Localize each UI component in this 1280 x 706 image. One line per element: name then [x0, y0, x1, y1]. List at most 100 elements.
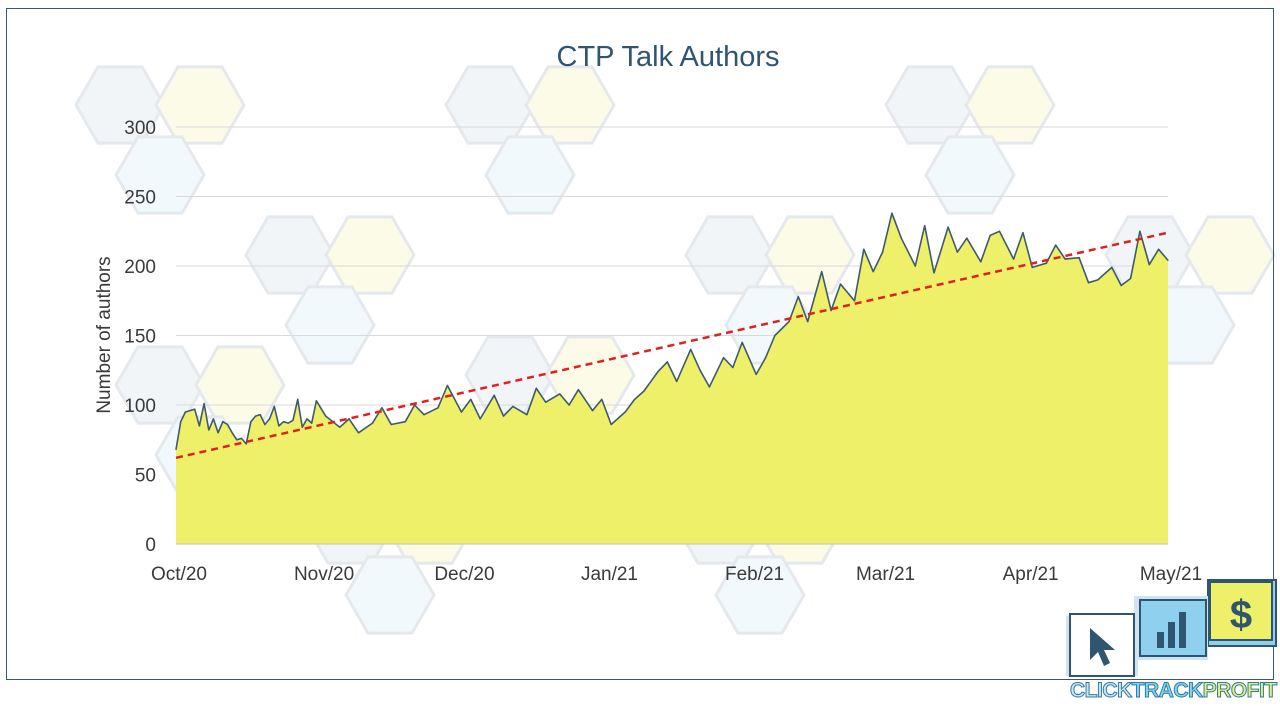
data-point — [1087, 282, 1090, 284]
data-point — [208, 429, 210, 431]
data-point — [348, 418, 350, 420]
data-point — [872, 271, 874, 273]
watermark-hexagon — [114, 135, 206, 215]
data-point — [493, 394, 495, 396]
data-point — [933, 272, 935, 274]
data-point — [956, 251, 959, 253]
x-tick-label: Mar/21 — [856, 564, 915, 585]
data-point — [545, 401, 547, 403]
data-point — [198, 425, 200, 427]
data-point — [568, 404, 570, 406]
data-point — [1167, 259, 1169, 261]
watermark-hexagon — [444, 65, 536, 145]
data-point — [947, 226, 949, 228]
data-point — [381, 407, 383, 409]
data-point — [863, 248, 865, 250]
watermark-hexagon — [524, 65, 616, 145]
y-tick-label: 50 — [135, 466, 156, 487]
data-point — [273, 405, 275, 407]
area-series — [175, 212, 1169, 544]
watermark-hexagon — [244, 215, 336, 295]
data-point — [559, 393, 561, 395]
bar-chart-icon — [1157, 612, 1186, 648]
data-point — [292, 419, 294, 421]
data-point — [989, 234, 991, 236]
trendline-series — [175, 231, 1169, 460]
data-point — [222, 421, 224, 423]
data-point — [437, 407, 439, 409]
data-point — [287, 422, 289, 424]
data-point — [708, 386, 711, 388]
y-axis-ticks: 0 50 100 150 200 250 300 — [124, 118, 156, 556]
y-tick-label: 150 — [124, 327, 156, 348]
data-point — [1064, 258, 1066, 260]
x-tick-label: Oct/20 — [151, 564, 207, 585]
x-axis-ticks: Oct/20 Nov/20 Dec/20 Jan/21 Feb/21 Mar/21 Apr/… — [151, 564, 1202, 585]
data-point — [535, 387, 537, 389]
data-point — [423, 414, 425, 416]
watermark-hexagon — [924, 135, 1016, 215]
data-point — [306, 418, 308, 420]
watermark-hexagon — [74, 65, 166, 145]
data-point — [1078, 257, 1080, 259]
brand-text-part: CLICK — [1070, 679, 1133, 703]
data-point — [297, 398, 299, 400]
data-point — [269, 418, 271, 420]
data-point — [1158, 248, 1160, 250]
watermark-hexagon — [884, 65, 976, 145]
data-point — [1097, 279, 1099, 281]
data-point — [460, 411, 462, 413]
data-point — [924, 225, 926, 227]
data-point — [830, 309, 832, 312]
watermark-hexagon — [764, 215, 856, 295]
data-point — [998, 230, 1001, 232]
data-point — [755, 373, 757, 375]
y-tick-label: 250 — [124, 188, 156, 209]
data-point — [657, 371, 659, 373]
data-point — [250, 421, 252, 423]
data-point — [245, 443, 247, 445]
y-tick-label: 100 — [124, 396, 156, 417]
data-point — [853, 300, 856, 302]
data-point — [231, 432, 233, 434]
area-line — [175, 212, 1169, 450]
watermark-hexagon — [344, 555, 436, 635]
data-point — [357, 432, 360, 434]
data-point — [470, 398, 472, 400]
data-point — [1031, 266, 1033, 268]
area-fill — [176, 213, 1168, 544]
data-point — [203, 403, 205, 405]
data-point — [634, 398, 636, 400]
data-point — [315, 400, 317, 402]
data-point — [882, 251, 884, 253]
watermark-hexagon — [324, 215, 416, 295]
data-point — [666, 361, 668, 363]
data-point — [311, 422, 313, 424]
data-point — [184, 411, 186, 413]
data-point — [240, 437, 243, 439]
clicktrackprofit-logo: $ — [1066, 579, 1277, 677]
data-point — [189, 410, 191, 412]
brand-text-part: TRACK — [1131, 679, 1204, 703]
data-point — [278, 425, 280, 427]
watermark-hexagon — [684, 215, 776, 295]
watermark-hexagon — [1104, 215, 1196, 295]
data-point — [839, 283, 842, 285]
data-point — [765, 357, 767, 359]
data-point — [1130, 277, 1132, 280]
x-tick-label: Jan/21 — [581, 564, 638, 585]
x-tick-label: Dec/20 — [434, 564, 494, 585]
y-tick-label: 200 — [124, 257, 156, 278]
data-point — [980, 261, 982, 263]
watermark-hexagon — [714, 555, 806, 635]
data-point — [643, 390, 645, 392]
data-point — [502, 415, 505, 417]
data-point — [1013, 258, 1015, 260]
data-point — [797, 296, 799, 298]
data-point — [900, 237, 902, 239]
data-point — [610, 423, 612, 426]
data-point — [479, 418, 481, 420]
x-tick-label: Apr/21 — [1003, 564, 1059, 585]
watermark-hexagon — [1184, 215, 1276, 295]
